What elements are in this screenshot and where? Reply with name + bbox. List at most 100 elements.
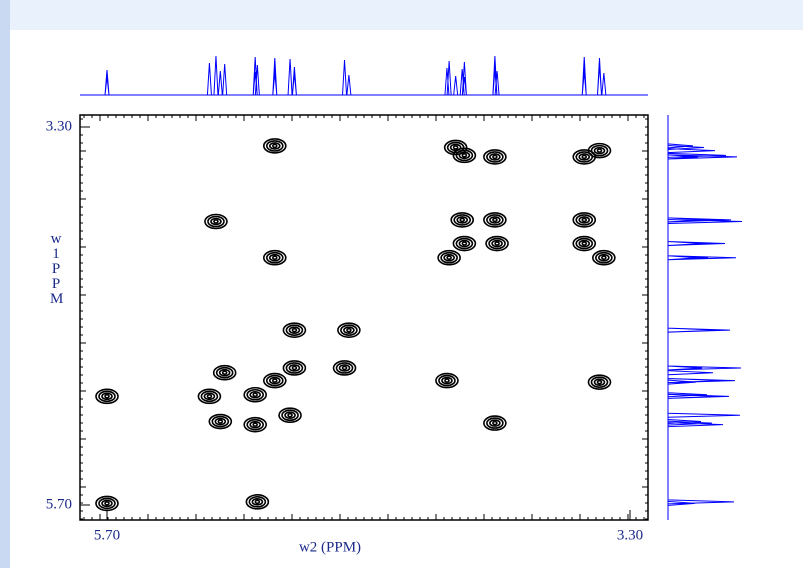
cross-peak xyxy=(337,322,361,338)
cross-peak xyxy=(332,360,357,376)
contour-ring xyxy=(246,388,264,401)
contour-ring xyxy=(265,251,284,264)
contour-ring xyxy=(575,237,594,250)
contour-ring xyxy=(335,362,354,374)
contour-ring xyxy=(221,370,228,376)
contour-ring xyxy=(343,326,355,334)
contour-ring xyxy=(211,415,230,428)
contour-ring xyxy=(596,148,603,153)
cross-peak xyxy=(278,407,302,424)
contour-ring xyxy=(461,153,468,158)
contour-ring xyxy=(214,417,227,426)
contour-ring xyxy=(95,495,119,512)
contour-ring xyxy=(265,140,284,152)
contour-ring xyxy=(489,153,501,161)
contour-ring xyxy=(282,322,307,338)
contour-ring xyxy=(443,139,468,156)
cross-peak xyxy=(197,388,222,405)
contour-ring xyxy=(332,360,357,376)
contour-ring xyxy=(440,251,458,264)
contour-ring xyxy=(285,324,304,336)
contour-ring xyxy=(578,239,591,248)
cross-peak xyxy=(204,213,228,230)
contour-ring xyxy=(251,498,264,506)
contour-ring xyxy=(492,217,498,223)
contour-ring xyxy=(456,216,469,224)
contour-ring xyxy=(268,376,281,385)
contour-ring xyxy=(291,365,298,371)
contour-ring xyxy=(452,235,477,252)
contour-ring xyxy=(450,212,475,228)
contour-ring xyxy=(268,142,281,150)
contour-ring xyxy=(459,217,466,223)
chart-background xyxy=(10,30,803,568)
contour-ring xyxy=(98,497,116,510)
cross-peak xyxy=(452,235,477,252)
contour-ring xyxy=(581,217,588,223)
contour-ring xyxy=(572,212,597,228)
contour-ring xyxy=(278,407,302,424)
contour-ring xyxy=(581,154,588,160)
contour-ring xyxy=(578,216,591,224)
contour-ring xyxy=(596,379,603,385)
cross-peak xyxy=(450,212,475,228)
contour-ring xyxy=(486,151,504,163)
contour-ring xyxy=(575,214,594,226)
contour-ring xyxy=(337,322,361,338)
cross-peak xyxy=(483,212,507,228)
contour-ring xyxy=(483,415,507,431)
contour-ring xyxy=(288,326,301,334)
contour-ring xyxy=(203,392,216,401)
y-tick-label: 5.70 xyxy=(46,496,72,512)
contour-ring xyxy=(598,253,610,262)
contour-ring xyxy=(443,253,455,262)
contour-ring xyxy=(592,249,616,266)
contour-ring xyxy=(285,362,304,374)
x-tick-label: 5.70 xyxy=(94,527,120,543)
contour-ring xyxy=(271,378,278,383)
x-tick-label: 3.30 xyxy=(617,527,643,543)
cross-peak xyxy=(95,388,119,405)
contour-ring xyxy=(262,249,287,266)
x-axis-label: w2 (PPM) xyxy=(299,539,361,555)
contour-ring xyxy=(492,420,498,426)
contour-ring xyxy=(254,499,261,505)
contour-ring xyxy=(590,376,609,388)
contour-ring xyxy=(213,219,219,224)
contour-ring xyxy=(458,239,471,248)
contour-ring xyxy=(452,145,459,150)
cross-peak xyxy=(483,149,507,165)
contour-ring xyxy=(249,420,261,429)
contour-ring xyxy=(282,360,307,376)
cross-peak xyxy=(572,235,597,252)
contour-ring xyxy=(217,419,224,424)
contour-ring xyxy=(215,366,234,379)
contour-ring xyxy=(346,327,352,333)
contour-ring xyxy=(435,372,459,389)
contour-ring xyxy=(262,138,287,154)
contour-ring xyxy=(204,213,228,230)
contour-ring xyxy=(104,394,110,399)
contour-ring xyxy=(95,388,119,405)
cross-peak xyxy=(282,360,307,376)
contour-ring xyxy=(578,153,591,161)
contour-ring xyxy=(284,411,296,420)
contour-ring xyxy=(581,241,588,246)
contour-ring xyxy=(461,241,468,246)
contour-ring xyxy=(208,413,233,430)
contour-ring xyxy=(98,390,116,403)
cross-peak xyxy=(243,416,267,433)
cross-peak xyxy=(282,322,307,338)
contour-ring xyxy=(206,394,213,399)
cross-peak xyxy=(208,413,233,430)
cross-peak xyxy=(245,494,270,510)
contour-ring xyxy=(249,390,261,399)
contour-ring xyxy=(338,364,351,372)
contour-ring xyxy=(243,416,267,433)
contour-ring xyxy=(486,417,504,429)
cross-peak xyxy=(587,142,612,159)
contour-ring xyxy=(458,151,471,160)
contour-ring xyxy=(243,386,267,403)
cross-peak xyxy=(592,249,616,266)
top-projection xyxy=(80,55,648,96)
